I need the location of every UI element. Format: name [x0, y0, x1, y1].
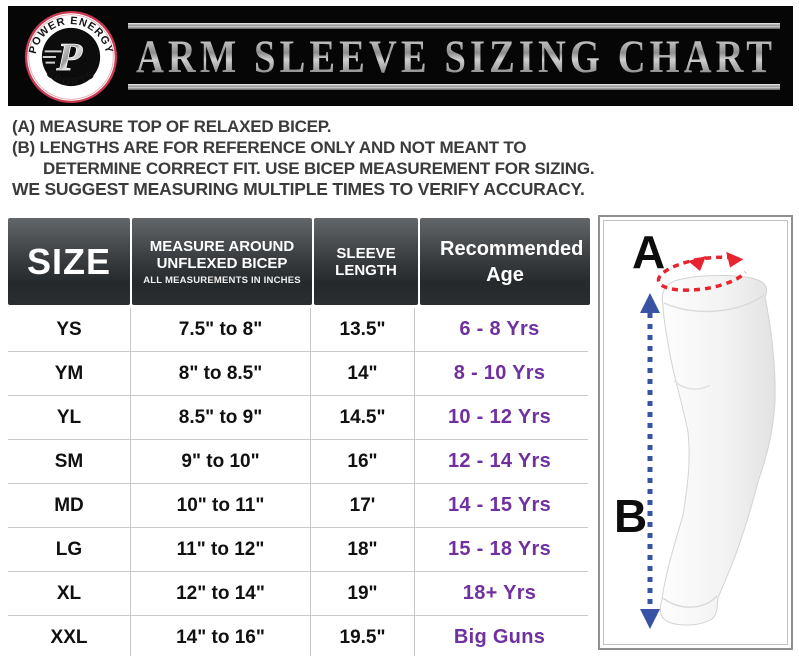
length-value: 19.5": [310, 616, 414, 656]
size-value: XXL: [49, 626, 89, 649]
rotation-arrows-icon: [656, 251, 747, 292]
table-row: XXL 14" to 16" 19.5" Big Guns: [8, 616, 588, 656]
table-header-row: SIZE MEASURE AROUND UNFLEXED BICEP ALL M…: [8, 218, 590, 305]
bicep-value: 10" to 11": [130, 484, 310, 527]
table-row: SM 9" to 10" 16" 12 - 14 Yrs: [8, 440, 588, 484]
header-bicep-sublabel: ALL MEASUREMENTS IN INCHES: [143, 274, 301, 286]
bicep-value: 12" to 14": [130, 572, 310, 615]
size-value: SM: [49, 450, 89, 473]
header-bicep: MEASURE AROUND UNFLEXED BICEP ALL MEASUR…: [132, 218, 312, 305]
table-row: YL 8.5" to 9" 14.5" 10 - 12 Yrs: [8, 396, 588, 440]
bicep-value: 11" to 12": [130, 528, 310, 571]
vertical-measure-arrow-icon: [640, 293, 660, 629]
banner-title-art: ARM SLEEVE SIZING CHART: [128, 23, 780, 90]
table-row: YS 7.5" to 8" 13.5" 6 - 8 Yrs: [8, 308, 588, 352]
age-value: 15 - 18 Yrs: [414, 528, 584, 571]
header-banner: POWER ENERGY SPORTS P ARM SLEEVE SIZING …: [8, 6, 793, 106]
age-value: 10 - 12 Yrs: [414, 396, 584, 439]
note-line-b-cont: DETERMINE CORRECT FIT. USE BICEP MEASURE…: [43, 159, 595, 178]
bicep-value: 8.5" to 9": [130, 396, 310, 439]
power-energy-sports-logo-icon: POWER ENERGY SPORTS P: [24, 10, 118, 104]
header-size: SIZE: [8, 218, 130, 305]
size-value: YM: [49, 362, 89, 385]
bicep-value: 14" to 16": [130, 616, 310, 656]
age-value: 6 - 8 Yrs: [414, 308, 584, 351]
bicep-value: 9" to 10": [130, 440, 310, 483]
age-value: 12 - 14 Yrs: [414, 440, 584, 483]
age-value: 14 - 15 Yrs: [414, 484, 584, 527]
arm-sleeve-illustration: [640, 251, 776, 629]
note-line-a: (A) MEASURE TOP OF RELAXED BICEP.: [12, 117, 332, 136]
sleeve-illustration-frame: A B: [603, 220, 788, 645]
table-row: XL 12" to 14" 19" 18+ Yrs: [8, 572, 588, 616]
age-value: Big Guns: [414, 616, 584, 656]
size-cell: XXL: [8, 617, 130, 656]
table-row: MD 10" to 11" 17' 14 - 15 Yrs: [8, 484, 588, 528]
size-value: YL: [49, 406, 89, 429]
measurement-notes: (A) MEASURE TOP OF RELAXED BICEP. (B) LE…: [12, 116, 612, 200]
size-cell: YL: [8, 397, 130, 438]
size-cell: YS: [8, 309, 130, 350]
label-b: B: [614, 490, 648, 542]
length-value: 17': [310, 484, 414, 527]
size-value: YS: [49, 318, 89, 341]
size-value: XL: [49, 582, 89, 605]
size-cell: SM: [8, 441, 130, 482]
length-value: 13.5": [310, 308, 414, 351]
size-value: LG: [49, 538, 89, 561]
arm-sleeve-graphic: [659, 274, 776, 626]
length-value: 18": [310, 528, 414, 571]
table-body: YS 7.5" to 8" 13.5" 6 - 8 Yrs YM 8" to 8…: [8, 308, 588, 656]
size-cell: YM: [8, 353, 130, 394]
sleeve-illustration-panel: A B: [598, 215, 793, 650]
bicep-value: 8" to 8.5": [130, 352, 310, 395]
title-top-rule: [128, 23, 780, 29]
length-value: 19": [310, 572, 414, 615]
note-line-b: (B) LENGTHS ARE FOR REFERENCE ONLY AND N…: [12, 138, 527, 157]
page-title: ARM SLEEVE SIZING CHART: [136, 31, 776, 83]
header-sleeve-length: SLEEVE LENGTH: [314, 218, 418, 305]
header-recommended-age-label: Recommended Age: [440, 237, 584, 286]
size-cell: MD: [8, 485, 130, 526]
header-recommended-age: Recommended Age: [420, 218, 590, 305]
length-value: 14.5": [310, 396, 414, 439]
header-size-label: SIZE: [26, 240, 111, 282]
length-value: 16": [310, 440, 414, 483]
age-value: 8 - 10 Yrs: [414, 352, 584, 395]
note-line-suggest: WE SUGGEST MEASURING MULTIPLE TIMES TO V…: [12, 179, 585, 199]
bicep-value: 7.5" to 8": [130, 308, 310, 351]
length-value: 14": [310, 352, 414, 395]
age-value: 18+ Yrs: [414, 572, 584, 615]
size-cell: XL: [8, 573, 130, 614]
size-cell: LG: [8, 529, 130, 570]
header-bicep-label: MEASURE AROUND UNFLEXED BICEP: [149, 237, 295, 272]
table-row: YM 8" to 8.5" 14" 8 - 10 Yrs: [8, 352, 588, 396]
size-value: MD: [49, 494, 89, 517]
title-bottom-rule: [128, 84, 780, 90]
table-row: LG 11" to 12" 18" 15 - 18 Yrs: [8, 528, 588, 572]
label-a: A: [632, 226, 666, 278]
header-sleeve-length-label: SLEEVE LENGTH: [335, 244, 397, 279]
sizing-table: SIZE MEASURE AROUND UNFLEXED BICEP ALL M…: [8, 218, 590, 656]
